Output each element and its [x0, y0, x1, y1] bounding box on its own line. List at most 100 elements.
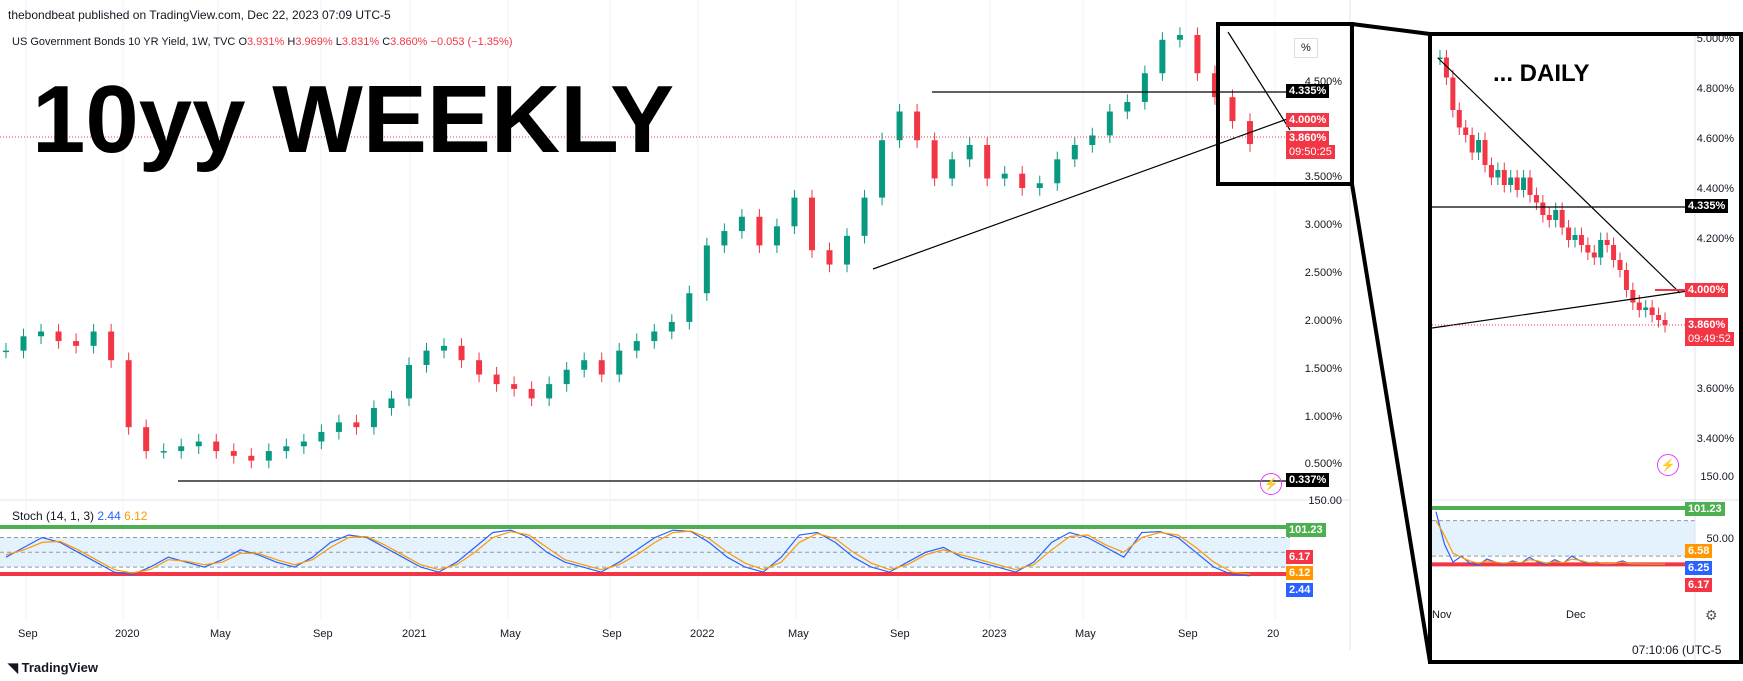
- weekly-x-tick: Sep: [1178, 628, 1198, 640]
- weekly-candle: [1106, 111, 1113, 136]
- tv-logo-icon: ◥: [8, 660, 22, 675]
- weekly-last-tag: 3.860%: [1286, 131, 1330, 145]
- low-label: L: [335, 36, 342, 48]
- daily-stoch-band: [1432, 520, 1695, 557]
- settings-gear-icon[interactable]: ⚙: [1705, 607, 1718, 623]
- close-value: 3.860%: [390, 36, 428, 48]
- weekly-y-tick: 3.500%: [1304, 171, 1342, 184]
- daily-candle: [1604, 240, 1610, 245]
- weekly-candle: [20, 336, 27, 351]
- stoch-label: Stoch (14, 1, 3): [12, 509, 95, 523]
- weekly-candle: [1211, 73, 1218, 98]
- weekly-candle: [826, 250, 833, 265]
- weekly-x-tick: 2020: [115, 628, 140, 640]
- weekly-x-tick: May: [210, 628, 231, 640]
- weekly-candle: [773, 226, 780, 246]
- weekly-candle: [3, 350, 9, 353]
- weekly-candle: [931, 140, 938, 179]
- weekly-candle: [1141, 73, 1148, 102]
- daily-down-trendline: [1437, 57, 1681, 294]
- high-label: H: [287, 36, 296, 48]
- daily-candle: [1443, 57, 1449, 78]
- weekly-candle: [125, 360, 132, 428]
- weekly-candle: [686, 293, 693, 322]
- weekly-candle: [1194, 35, 1201, 74]
- symbol-info: US Government Bonds 10 YR Yield, 1W, TVC…: [12, 36, 512, 48]
- weekly-countdown-tag: 09:50:25: [1286, 145, 1335, 159]
- daily-support-trendline: [1431, 289, 1696, 329]
- weekly-x-tick: 2021: [402, 628, 427, 640]
- daily-candle: [1450, 77, 1456, 110]
- daily-candles: [1437, 50, 1668, 333]
- daily-y-tick: 4.400%: [1696, 183, 1734, 195]
- daily-candle: [1495, 170, 1501, 178]
- weekly-candle: [73, 341, 80, 346]
- tradingview-logo[interactable]: ◥ TradingView: [8, 660, 98, 676]
- weekly-stoch-upper-tag: 101.23: [1286, 523, 1326, 537]
- weekly-x-tick: 2023: [982, 628, 1007, 640]
- weekly-candle: [703, 245, 710, 294]
- weekly-x-tick: May: [788, 628, 809, 640]
- daily-candle: [1585, 245, 1591, 253]
- daily-candle: [1546, 215, 1552, 220]
- weekly-candle: [1019, 173, 1026, 189]
- weekly-annotation-title: 10yy WEEKLY: [32, 66, 675, 173]
- weekly-candle: [1124, 101, 1131, 112]
- weekly-x-tick: Sep: [18, 628, 38, 640]
- weekly-zoom-box: [1216, 22, 1354, 186]
- weekly-stoch-scale-top: 150.00: [1308, 495, 1342, 507]
- weekly-low-tag: 0.337%: [1286, 473, 1330, 487]
- daily-candle: [1598, 240, 1604, 258]
- weekly-candle: [370, 408, 377, 428]
- weekly-candle: [668, 321, 675, 332]
- daily-lightning-icon[interactable]: ⚡: [1657, 454, 1679, 476]
- daily-x-tick-dec: Dec: [1566, 609, 1586, 621]
- connector-bottom: [1350, 183, 1432, 663]
- open-label: O: [238, 36, 247, 48]
- weekly-candle: [616, 350, 623, 375]
- daily-candle: [1566, 227, 1572, 240]
- weekly-stoch: [0, 525, 1290, 577]
- daily-stoch-d-line: [1435, 520, 1665, 565]
- daily-candle: [1636, 302, 1642, 310]
- daily-trend-tag: 4.000%: [1685, 283, 1729, 297]
- weekly-trend-tag: 4.000%: [1286, 113, 1330, 127]
- daily-candle: [1476, 140, 1482, 153]
- publisher-line: thebondbeat published on TradingView.com…: [8, 8, 391, 22]
- weekly-candle: [808, 197, 815, 251]
- low-value: 3.831%: [341, 36, 380, 48]
- weekly-candle: [178, 446, 185, 452]
- close-label: C: [382, 36, 391, 48]
- weekly-y-tick: 0.500%: [1304, 458, 1342, 471]
- lightning-icon[interactable]: ⚡: [1260, 473, 1282, 495]
- daily-candle: [1553, 210, 1559, 220]
- daily-candle: [1649, 307, 1655, 315]
- weekly-candle: [283, 446, 290, 452]
- stoch-d-value: 6.12: [124, 509, 148, 523]
- weekly-candle: [388, 398, 395, 409]
- weekly-x-tick: Sep: [602, 628, 622, 640]
- weekly-candle: [511, 384, 518, 389]
- high-value: 3.969%: [295, 36, 333, 48]
- weekly-candle: [861, 197, 868, 236]
- weekly-candle: [1054, 159, 1061, 184]
- weekly-candle: [633, 341, 640, 351]
- weekly-candle: [1001, 173, 1008, 179]
- daily-stoch-lower-tag: 6.17: [1685, 578, 1713, 592]
- daily-candle: [1482, 140, 1488, 165]
- daily-candle: [1623, 270, 1629, 290]
- weekly-candle: [1159, 39, 1166, 74]
- weekly-candle: [756, 216, 763, 246]
- daily-candle: [1591, 252, 1597, 258]
- weekly-candle: [721, 231, 728, 246]
- weekly-x-tick: May: [500, 628, 521, 640]
- weekly-candle: [108, 331, 115, 361]
- daily-candle: [1501, 170, 1507, 185]
- change-value: −0.053 (−1.35%): [430, 36, 513, 48]
- percent-scale-button[interactable]: %: [1294, 38, 1318, 58]
- tv-logo-text: TradingView: [21, 660, 98, 675]
- weekly-candle: [38, 331, 45, 337]
- daily-y-tick: 3.600%: [1696, 383, 1734, 395]
- daily-candle: [1469, 135, 1475, 153]
- weekly-candle: [230, 451, 237, 456]
